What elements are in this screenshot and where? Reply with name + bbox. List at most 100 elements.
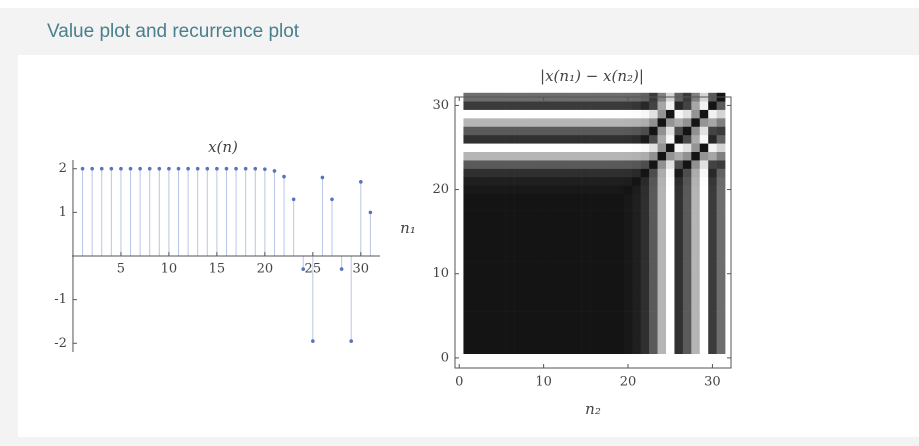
cell: [556, 210, 566, 220]
cell: [606, 345, 616, 354]
cell: [640, 235, 650, 245]
cell: [480, 210, 490, 220]
cell: [716, 345, 726, 354]
x-tick-label: 30: [353, 262, 370, 277]
cell: [623, 328, 633, 338]
cell: [463, 193, 473, 203]
cell: [640, 101, 650, 110]
cell: [522, 252, 532, 262]
cell: [497, 227, 506, 237]
cell: [573, 336, 582, 346]
cell: [505, 227, 515, 237]
cell: [514, 336, 523, 346]
cell: [590, 109, 599, 119]
cell: [615, 134, 625, 144]
cell: [598, 320, 608, 329]
cell: [699, 126, 709, 136]
cell: [640, 202, 650, 211]
cell: [556, 160, 566, 169]
cell: [716, 261, 726, 270]
cell: [691, 286, 701, 296]
cell: [682, 252, 692, 262]
cell: [530, 261, 540, 270]
cell: [581, 193, 591, 203]
cell: [581, 345, 591, 354]
cell: [590, 269, 599, 279]
cell: [471, 143, 481, 153]
point: [90, 166, 94, 171]
cell: [471, 118, 481, 127]
cell: [590, 345, 599, 354]
cell: [522, 320, 532, 329]
cell: [539, 168, 549, 178]
cell: [649, 336, 658, 346]
cell: [691, 328, 701, 338]
cell: [708, 168, 717, 178]
cell: [699, 294, 709, 304]
cell: [666, 345, 675, 354]
cell: [530, 219, 540, 228]
cell: [547, 219, 557, 228]
cell: [480, 109, 490, 119]
cell: [623, 118, 633, 127]
cell: [716, 311, 726, 321]
cell: [674, 118, 684, 127]
cell: [488, 168, 498, 178]
cell: [573, 126, 582, 136]
point: [311, 339, 315, 343]
cell: [598, 328, 608, 338]
cell: [488, 328, 498, 338]
cell: [708, 101, 717, 110]
cell: [581, 286, 591, 296]
cell: [573, 168, 582, 178]
cell: [480, 286, 490, 296]
cell: [682, 202, 692, 211]
cell: [497, 303, 506, 312]
cell: [682, 345, 692, 354]
cell: [674, 193, 684, 203]
cell: [514, 126, 523, 136]
cell: [598, 219, 608, 228]
cell: [564, 151, 574, 161]
cell: [471, 269, 481, 279]
cell: [598, 252, 608, 262]
cell: [640, 311, 650, 321]
cell: [598, 118, 608, 127]
cell: [522, 176, 532, 186]
cell: [564, 202, 574, 211]
cell: [657, 269, 667, 279]
cell: [598, 311, 608, 321]
cell: [657, 311, 667, 321]
cell: [666, 118, 675, 127]
cell: [708, 235, 717, 245]
cell: [691, 143, 701, 153]
cell: [522, 168, 532, 178]
cell: [488, 126, 498, 136]
cell: [598, 126, 608, 136]
cell: [708, 294, 717, 304]
cell: [716, 185, 726, 195]
cell: [649, 252, 658, 262]
cell: [623, 244, 633, 253]
cell: [471, 294, 481, 304]
cell: [547, 345, 557, 354]
cell: [674, 294, 684, 304]
cell: [691, 193, 701, 203]
cell: [471, 101, 481, 110]
cell: [674, 109, 684, 119]
cell: [463, 109, 473, 119]
cell: [615, 118, 625, 127]
cell: [598, 336, 608, 346]
cell: [674, 185, 684, 195]
cell: [573, 219, 582, 228]
point: [138, 166, 142, 171]
cell: [488, 193, 498, 203]
cell: [666, 235, 675, 245]
cell: [632, 252, 641, 262]
cell: [556, 252, 566, 262]
cell: [480, 168, 490, 178]
cell: [573, 109, 582, 119]
cell: [657, 210, 667, 220]
cell: [539, 311, 549, 321]
cell: [708, 109, 717, 119]
